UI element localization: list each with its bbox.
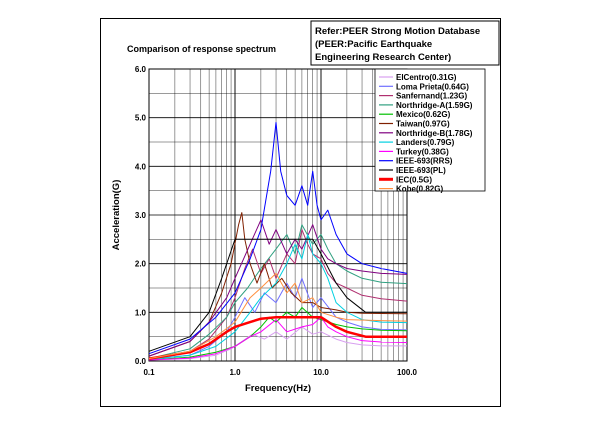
legend-label: Taiwan(0.97G) [396, 120, 450, 129]
chart-title: Comparison of response spectrum [127, 44, 276, 54]
legend: ElCentro(0.31G)Loma Prieta(0.64G)Sanfern… [374, 68, 486, 194]
legend-label: Northridge-A(1.59G) [396, 101, 473, 110]
series-line-2 [148, 277, 408, 360]
x-tick-label: 100.0 [397, 368, 418, 377]
legend-label: Loma Prieta(0.64G) [396, 82, 469, 91]
series-line-10 [148, 122, 408, 355]
y-tick-label: 5.0 [135, 114, 147, 123]
legend-label: IEEE-693(PL) [396, 166, 446, 175]
reference-box-border [310, 20, 500, 66]
series-line-7 [148, 219, 408, 357]
series-line-8 [148, 234, 408, 360]
legend-label: Northridge-B(1.78G) [396, 129, 473, 138]
reference-line-1: Refer:PEER Strong Motion Database [315, 26, 480, 37]
plot-area [148, 68, 408, 362]
y-tick-label: 3.0 [135, 211, 147, 220]
legend-label: Mexico(0.62G) [396, 110, 451, 119]
series-line-11 [148, 238, 407, 352]
legend-label: IEEE-693(RRS) [396, 157, 453, 166]
series-line-6 [148, 212, 408, 357]
series-line-4 [148, 224, 408, 360]
legend-label: ElCentro(0.31G) [396, 73, 457, 82]
legend-label: Kobe(0.82G) [396, 185, 443, 194]
series-line-1 [148, 326, 407, 361]
legend-label: Turkey(0.38G) [396, 147, 449, 156]
y-tick-label: 2.0 [135, 260, 147, 269]
series-line-3 [148, 229, 408, 360]
x-tick-labels: 0.1 1.0 10.0 100.0 [143, 368, 417, 377]
legend-box [374, 68, 486, 192]
chart-frame: Comparison of response spectrum Refer:PE… [100, 18, 501, 407]
legend-label: Sanfernand(1.23G) [396, 92, 467, 101]
series-lines [148, 122, 408, 361]
y-tick-labels: 0.0 1.0 2.0 3.0 4.0 5.0 6.0 [135, 65, 147, 366]
legend-label: IEC(0.5G) [396, 175, 432, 184]
reference-line-2: (PEER:Pacific Earthquake [315, 39, 432, 50]
plot-grid [149, 69, 407, 361]
x-axis-label: Frequency(Hz) [245, 383, 311, 394]
reference-line-3: Engineering Research Center) [315, 52, 451, 63]
y-tick-label: 0.0 [135, 357, 147, 366]
x-tick-label: 1.0 [229, 368, 241, 377]
y-tick-label: 6.0 [135, 65, 147, 74]
series-line-12 [148, 315, 407, 360]
y-axis-label: Acceleration(G) [111, 180, 122, 251]
legend-label: Landers(0.79G) [396, 138, 455, 147]
series-line-13 [148, 272, 408, 360]
y-tick-label: 1.0 [135, 308, 147, 317]
y-tick-label: 4.0 [135, 162, 147, 171]
response-spectrum-chart: Comparison of response spectrum Refer:PE… [111, 20, 500, 394]
series-line-9 [148, 316, 408, 361]
x-tick-label: 10.0 [313, 368, 329, 377]
reference-box: Refer:PEER Strong Motion Database (PEER:… [310, 20, 500, 66]
x-tick-label: 0.1 [143, 368, 155, 377]
